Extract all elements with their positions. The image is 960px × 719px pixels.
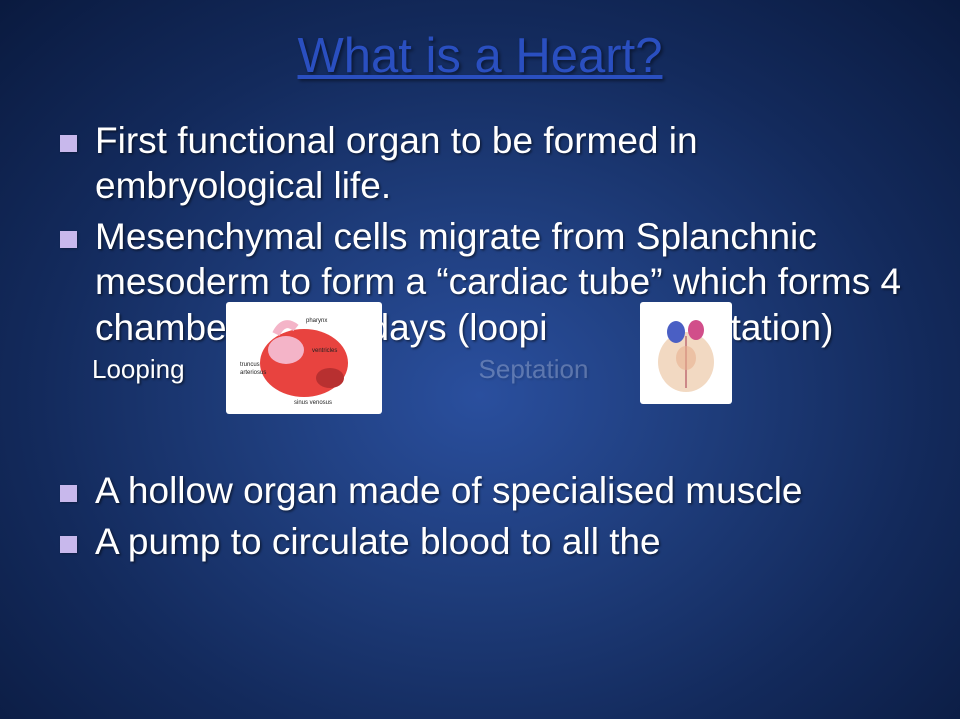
sub-label-row: Looping pharynx ventricles truncus arter… [48, 354, 912, 414]
heart-looping-image: pharynx ventricles truncus arteriosus si… [226, 302, 382, 414]
bullet-item: A hollow organ made of specialised muscl… [48, 468, 912, 513]
svg-text:arteriosus: arteriosus [240, 370, 266, 376]
bullet-text: A hollow organ made of specialised muscl… [95, 468, 803, 513]
bullet-item: Mesenchymal cells migrate from Splanchni… [48, 214, 912, 349]
bullet-text: First functional organ to be formed in e… [95, 118, 912, 208]
looping-label: Looping [92, 354, 185, 385]
spacer [48, 434, 912, 468]
bullet-square-icon [60, 135, 77, 152]
svg-text:truncus: truncus [240, 362, 260, 368]
bullet-text: Mesenchymal cells migrate from Splanchni… [95, 214, 912, 349]
septation-label: Septation [479, 354, 589, 385]
slide-title: What is a Heart? [48, 28, 912, 84]
bullet-square-icon [60, 231, 77, 248]
bullet-item: A pump to circulate blood to all the [48, 519, 912, 564]
bullet-list: First functional organ to be formed in e… [48, 118, 912, 564]
bullet-square-icon [60, 485, 77, 502]
svg-text:ventricles: ventricles [312, 348, 337, 354]
bullet-item: First functional organ to be formed in e… [48, 118, 912, 208]
slide: What is a Heart? First functional organ … [0, 0, 960, 564]
bullet-text: A pump to circulate blood to all the [95, 519, 661, 564]
svg-text:sinus venosus: sinus venosus [294, 400, 332, 406]
bullet-square-icon [60, 536, 77, 553]
svg-text:pharynx: pharynx [306, 318, 327, 324]
